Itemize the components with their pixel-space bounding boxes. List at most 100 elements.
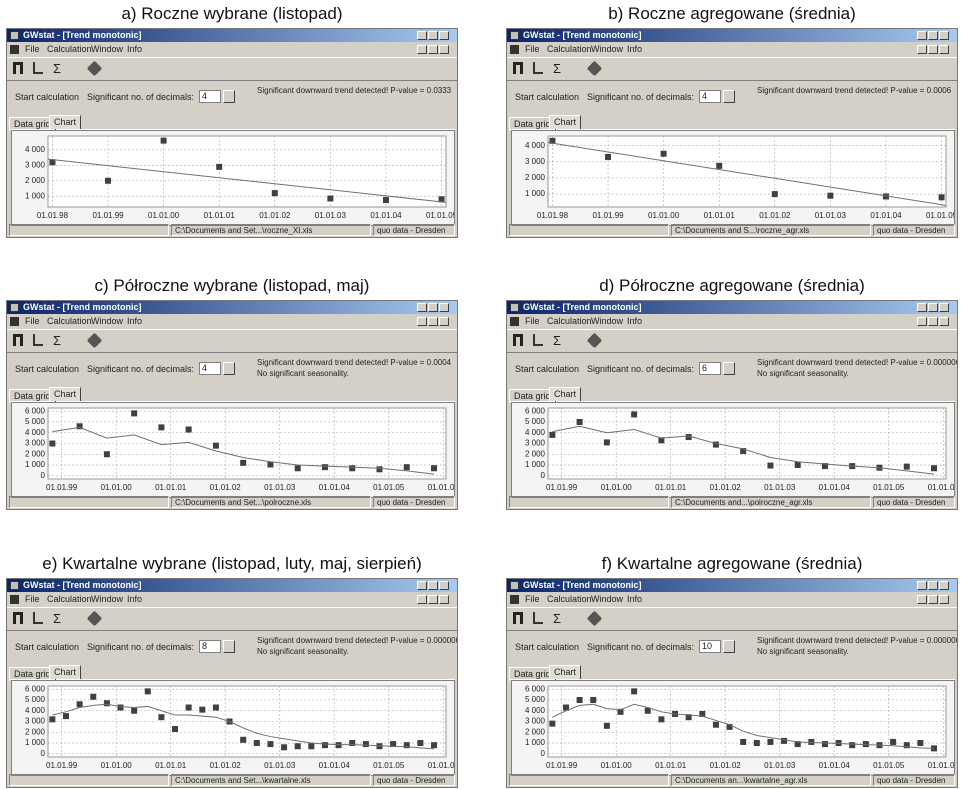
toolbar-sigma[interactable]: Σ <box>53 61 61 76</box>
window-button[interactable] <box>939 581 949 590</box>
start-button[interactable]: Start calculation <box>515 92 579 102</box>
data-point <box>322 742 328 748</box>
toolbar-icon[interactable] <box>513 62 523 74</box>
toolbar: Σ <box>507 329 957 353</box>
spinner[interactable] <box>723 90 735 103</box>
toolbar-icon[interactable] <box>587 333 603 349</box>
window-button[interactable] <box>439 31 449 40</box>
menu-item[interactable]: Info <box>627 315 642 328</box>
menu-item[interactable]: Calculation <box>47 43 92 56</box>
toolbar-icon[interactable] <box>533 334 543 346</box>
menu-item[interactable]: Window <box>591 315 623 328</box>
tab[interactable]: Chart <box>549 115 581 129</box>
tab[interactable]: Chart <box>49 387 81 401</box>
toolbar-sigma[interactable]: Σ <box>53 333 61 348</box>
toolbar-icon[interactable] <box>587 611 603 627</box>
menu-item[interactable]: Window <box>91 315 123 328</box>
toolbar-icon[interactable] <box>87 333 103 349</box>
status-file: C:\Documents and Set...\roczne_XI.xls <box>171 224 371 236</box>
toolbar-sigma[interactable]: Σ <box>553 611 561 626</box>
window-button[interactable] <box>439 581 449 590</box>
toolbar-icon[interactable] <box>87 611 103 627</box>
toolbar-icon[interactable] <box>13 334 23 346</box>
window-button[interactable] <box>428 581 438 590</box>
spinner[interactable] <box>723 362 735 375</box>
menu-item[interactable]: Calculation <box>47 315 92 328</box>
window-button[interactable] <box>928 31 938 40</box>
menu-item[interactable]: Info <box>627 43 642 56</box>
window-button[interactable] <box>417 303 427 312</box>
window-button[interactable] <box>439 303 449 312</box>
toolbar-icon[interactable] <box>587 61 603 77</box>
tab[interactable]: Chart <box>549 665 581 679</box>
menu-item[interactable]: Info <box>627 593 642 606</box>
decimals-input[interactable]: 4 <box>199 362 221 375</box>
menu-item[interactable]: Calculation <box>547 593 592 606</box>
decimals-input[interactable]: 4 <box>699 90 721 103</box>
window-button[interactable] <box>939 31 949 40</box>
menu-item[interactable]: File <box>25 593 40 606</box>
window-button[interactable] <box>928 581 938 590</box>
menu-item[interactable]: Calculation <box>547 315 592 328</box>
menu-item[interactable]: File <box>25 43 40 56</box>
menu-item[interactable]: Window <box>91 43 123 56</box>
start-button[interactable]: Start calculation <box>15 92 79 102</box>
tab[interactable]: Chart <box>549 387 581 401</box>
toolbar-sigma[interactable]: Σ <box>553 61 561 76</box>
menu-item[interactable]: File <box>525 43 540 56</box>
decimals-input[interactable]: 8 <box>199 640 221 653</box>
menu-bar: File CalculationWindow Info <box>7 593 457 606</box>
tab[interactable]: Chart <box>49 665 81 679</box>
toolbar-icon[interactable] <box>33 334 43 346</box>
toolbar-icon[interactable] <box>513 334 523 346</box>
toolbar-icon[interactable] <box>33 612 43 624</box>
menu-item[interactable]: Window <box>591 43 623 56</box>
menu-item[interactable]: Info <box>127 593 142 606</box>
toolbar-icon[interactable] <box>533 62 543 74</box>
tab[interactable]: Chart <box>49 115 81 129</box>
toolbar-icon[interactable] <box>513 612 523 624</box>
window-button[interactable] <box>917 31 927 40</box>
window-button[interactable] <box>417 581 427 590</box>
menu-item[interactable]: Calculation <box>547 43 592 56</box>
spinner[interactable] <box>223 90 235 103</box>
decimals-input[interactable]: 4 <box>199 90 221 103</box>
start-button[interactable]: Start calculation <box>515 642 579 652</box>
spinner[interactable] <box>723 640 735 653</box>
toolbar-sigma[interactable]: Σ <box>553 333 561 348</box>
window-button[interactable] <box>939 303 949 312</box>
menu-item[interactable]: Window <box>591 593 623 606</box>
toolbar-icon[interactable] <box>13 612 23 624</box>
window-button[interactable] <box>417 31 427 40</box>
toolbar-icon[interactable] <box>87 61 103 77</box>
window-button[interactable] <box>928 303 938 312</box>
menu-item[interactable]: File <box>25 315 40 328</box>
decimals-input[interactable]: 6 <box>699 362 721 375</box>
toolbar-icon[interactable] <box>533 612 543 624</box>
child-window-button <box>917 317 927 326</box>
status-company: quo data - Dresden <box>373 496 455 508</box>
spinner[interactable] <box>223 640 235 653</box>
window-button[interactable] <box>917 303 927 312</box>
x-tick-label: 01.01.03 <box>264 483 296 492</box>
spinner[interactable] <box>223 362 235 375</box>
window-button[interactable] <box>428 31 438 40</box>
data-point <box>849 742 855 748</box>
window-button[interactable] <box>428 303 438 312</box>
x-tick-label: 01.01.06 <box>928 761 955 770</box>
menu-item[interactable]: Info <box>127 315 142 328</box>
menu-item[interactable]: Window <box>91 593 123 606</box>
start-button[interactable]: Start calculation <box>15 364 79 374</box>
menu-item[interactable]: File <box>525 315 540 328</box>
window-button[interactable] <box>917 581 927 590</box>
toolbar-icon[interactable] <box>13 62 23 74</box>
menu-item[interactable]: Info <box>127 43 142 56</box>
toolbar-sigma[interactable]: Σ <box>53 611 61 626</box>
start-button[interactable]: Start calculation <box>15 642 79 652</box>
menu-item[interactable]: Calculation <box>47 593 92 606</box>
decimals-input[interactable]: 10 <box>699 640 721 653</box>
toolbar-icon[interactable] <box>33 62 43 74</box>
status-file: C:\Documents and Set...\polroczne.xls <box>171 496 371 508</box>
menu-item[interactable]: File <box>525 593 540 606</box>
start-button[interactable]: Start calculation <box>515 364 579 374</box>
